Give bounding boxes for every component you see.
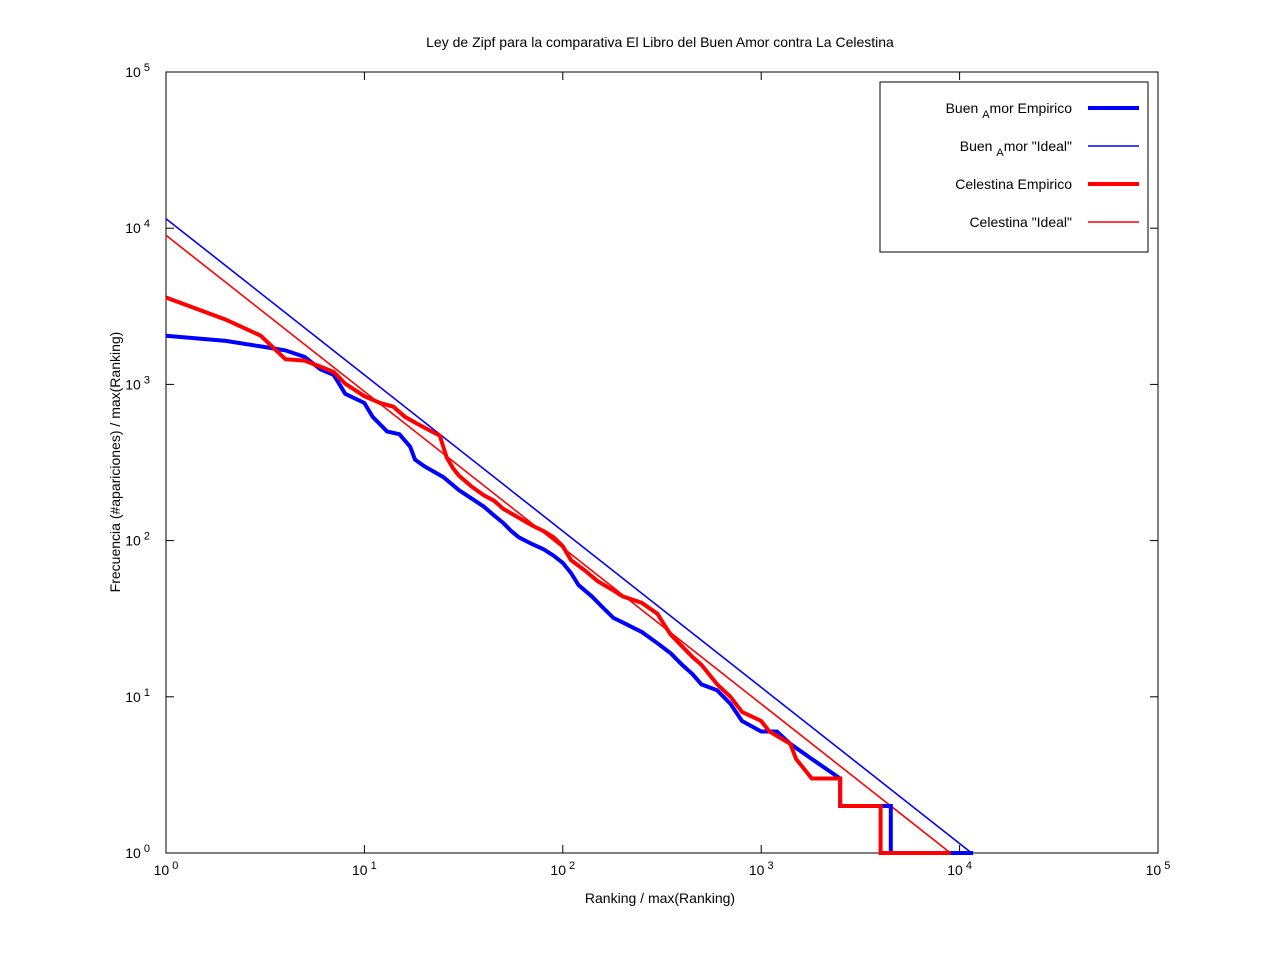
legend-label-3: Celestina "Ideal" — [969, 214, 1072, 230]
legend: Buen Amor Empirico Buen Amor "Ideal" Celes… — [879, 81, 1149, 253]
x-axis: 10 0 10 1 10 2 10 3 10 4 10 5 — [154, 72, 1171, 878]
x-tick-label: 10 2 — [550, 860, 575, 878]
y-tick-label: 10 4 — [125, 218, 150, 236]
legend-label-0: Buen Amor Empirico — [946, 100, 1073, 121]
y-tick-label: 10 0 — [125, 843, 150, 861]
legend-label-2: Celestina Empirico — [955, 176, 1072, 192]
y-tick-label: 10 1 — [125, 687, 150, 705]
series-layer — [165, 218, 974, 855]
series-line-1 — [165, 218, 973, 854]
series-line-0 — [165, 333, 974, 855]
series-line-2 — [165, 295, 951, 855]
chart-title: Ley de Zipf para la comparativa El Libro… — [426, 34, 894, 50]
legend-label-1: Buen Amor "Ideal" — [960, 138, 1072, 159]
y-tick-label: 10 5 — [125, 62, 150, 80]
y-tick-label: 10 2 — [125, 531, 150, 549]
y-axis: 10 0 10 1 10 2 10 3 10 4 10 5 — [125, 62, 1158, 861]
x-tick-label: 10 1 — [352, 860, 377, 878]
plot-area — [165, 71, 1159, 854]
y-tick-label: 10 3 — [125, 374, 150, 392]
legend-box — [879, 81, 1149, 253]
x-axis-label: Ranking / max(Ranking) — [585, 890, 735, 906]
y-axis-label: Frecuencia (#apariciones) / max(Ranking) — [107, 332, 123, 593]
x-tick-label: 10 4 — [947, 860, 972, 878]
x-tick-label: 10 3 — [749, 860, 774, 878]
x-tick-label: 10 5 — [1146, 860, 1171, 878]
x-tick-label: 10 0 — [154, 860, 179, 878]
plot-frame — [165, 71, 1159, 854]
